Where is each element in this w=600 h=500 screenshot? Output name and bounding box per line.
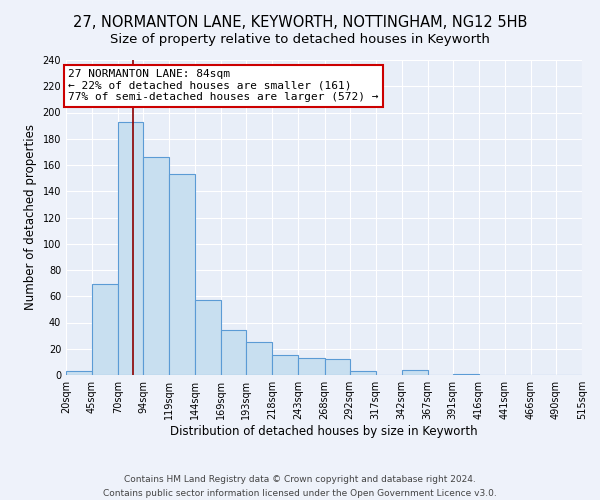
Bar <box>247 342 272 375</box>
Bar <box>221 330 247 375</box>
Text: Size of property relative to detached houses in Keyworth: Size of property relative to detached ho… <box>110 32 490 46</box>
Bar <box>298 358 325 375</box>
Bar <box>401 370 428 375</box>
Bar <box>325 359 350 375</box>
Y-axis label: Number of detached properties: Number of detached properties <box>24 124 37 310</box>
Text: 27 NORMANTON LANE: 84sqm
← 22% of detached houses are smaller (161)
77% of semi-: 27 NORMANTON LANE: 84sqm ← 22% of detach… <box>68 69 379 102</box>
Bar <box>66 371 92 375</box>
Bar <box>272 356 298 375</box>
Bar <box>350 371 376 375</box>
Bar <box>118 122 143 375</box>
Bar <box>143 157 169 375</box>
Bar <box>169 174 195 375</box>
Bar <box>453 374 479 375</box>
Text: Contains HM Land Registry data © Crown copyright and database right 2024.
Contai: Contains HM Land Registry data © Crown c… <box>103 476 497 498</box>
X-axis label: Distribution of detached houses by size in Keyworth: Distribution of detached houses by size … <box>170 425 478 438</box>
Text: 27, NORMANTON LANE, KEYWORTH, NOTTINGHAM, NG12 5HB: 27, NORMANTON LANE, KEYWORTH, NOTTINGHAM… <box>73 15 527 30</box>
Bar <box>92 284 118 375</box>
Bar <box>195 300 221 375</box>
